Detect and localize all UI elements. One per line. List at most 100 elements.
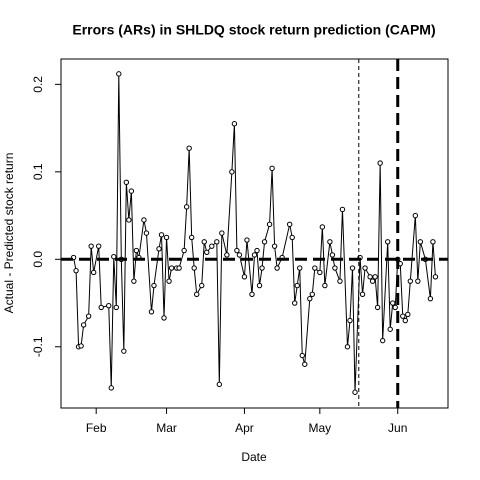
data-point <box>163 234 170 241</box>
data-point <box>369 278 376 284</box>
y-tick-label: 0.0 <box>31 251 45 268</box>
data-point <box>241 274 248 280</box>
data-point <box>390 300 396 306</box>
data-point <box>191 265 197 271</box>
data-point <box>319 224 326 230</box>
data-point <box>344 344 351 350</box>
data-point <box>302 361 308 367</box>
data-point <box>88 243 94 249</box>
data-point <box>362 265 368 271</box>
data-point <box>367 274 373 280</box>
data-point <box>216 381 223 388</box>
data-point <box>181 247 187 254</box>
data-point <box>98 304 104 311</box>
data-point <box>224 252 230 258</box>
data-point <box>286 221 293 228</box>
data-point <box>417 239 424 245</box>
data-point <box>186 145 192 151</box>
data-point <box>309 291 315 297</box>
data-point <box>111 253 117 260</box>
data-point <box>307 295 313 302</box>
data-point <box>90 269 97 276</box>
data-point <box>85 313 92 319</box>
data-point <box>292 300 298 306</box>
data-point <box>374 304 381 311</box>
data-point <box>299 352 305 359</box>
data-point <box>339 206 346 213</box>
data-point <box>199 282 205 289</box>
data-point <box>161 315 167 321</box>
plot-box <box>60 58 449 409</box>
data-point <box>80 322 87 328</box>
data-point <box>297 265 303 271</box>
data-point <box>329 252 336 258</box>
data-point <box>359 291 366 297</box>
data-point <box>402 317 408 324</box>
data-point <box>387 326 393 332</box>
data-point <box>108 385 114 391</box>
data-point <box>352 389 358 395</box>
y-axis-label: Actual - Predicted stock return <box>2 153 16 314</box>
data-point <box>294 282 300 289</box>
data-point <box>427 295 434 302</box>
data-point <box>254 247 260 254</box>
data-point <box>201 239 207 245</box>
data-point <box>432 274 439 280</box>
data-point <box>106 302 112 309</box>
data-point <box>176 265 182 271</box>
data-point <box>151 282 157 289</box>
data-point <box>73 267 79 274</box>
chart-title: Errors (ARs) in SHLDQ stock return predi… <box>72 22 435 38</box>
data-point <box>183 204 190 210</box>
data-point <box>204 249 210 256</box>
data-point <box>412 212 419 219</box>
data-point <box>372 274 378 280</box>
data-point <box>229 169 235 175</box>
series-line <box>73 73 436 393</box>
data-point <box>379 337 386 344</box>
y-tick-label: 0.1 <box>31 163 45 180</box>
data-point <box>121 348 127 354</box>
data-point <box>289 234 295 241</box>
data-point <box>166 278 172 284</box>
data-point <box>266 221 273 228</box>
data-point <box>158 232 165 238</box>
data-point <box>156 246 162 252</box>
data-point <box>405 311 411 318</box>
data-point <box>392 304 398 311</box>
data-point <box>143 230 150 236</box>
data-point <box>322 282 328 289</box>
x-tick-label: Apr <box>235 421 254 435</box>
data-point <box>128 188 135 194</box>
data-point <box>219 230 225 236</box>
data-point <box>194 291 200 297</box>
data-point <box>384 239 391 245</box>
x-tick-label: Jun <box>388 421 407 435</box>
data-point <box>327 239 333 245</box>
data-point <box>349 265 356 271</box>
data-point <box>141 217 147 223</box>
data-point <box>244 237 250 243</box>
data-point <box>236 252 243 258</box>
x-axis-label: Date <box>241 450 267 464</box>
data-point <box>400 313 406 319</box>
data-point <box>312 265 318 271</box>
data-point <box>168 265 175 271</box>
data-point <box>259 265 265 271</box>
data-point <box>209 243 215 249</box>
data-point <box>251 252 258 258</box>
data-point <box>271 243 278 249</box>
data-point <box>274 265 280 271</box>
data-point <box>407 278 414 284</box>
x-tick-label: Feb <box>86 421 107 435</box>
data-point <box>148 309 155 315</box>
data-point <box>126 217 132 223</box>
data-point <box>188 234 195 241</box>
data-point <box>78 343 84 349</box>
data-point <box>133 247 140 254</box>
x-tick-label: May <box>309 421 332 435</box>
data-point <box>234 247 240 254</box>
data-point <box>317 269 323 276</box>
data-point <box>113 304 119 311</box>
